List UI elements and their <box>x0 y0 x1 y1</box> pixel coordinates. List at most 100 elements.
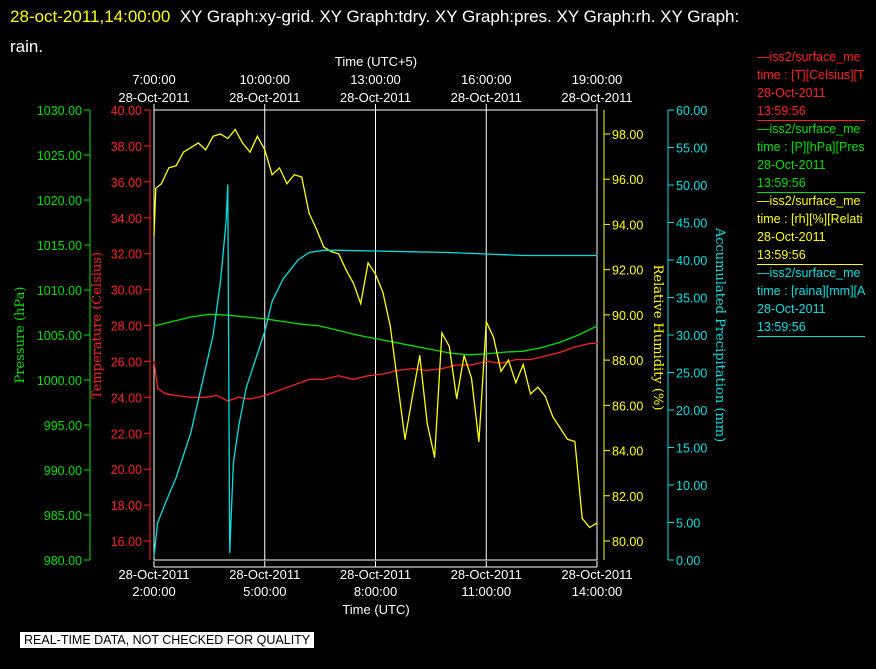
tdry-point <box>293 384 295 386</box>
top-tick-date: 28-Oct-2011 <box>229 90 300 105</box>
pres-point <box>541 347 543 349</box>
pres-point <box>153 325 155 327</box>
tdry-point <box>278 389 281 391</box>
rh-point <box>566 438 569 440</box>
legend-variable: time : [P][hPa][Pres <box>757 140 865 154</box>
bottom-tick-date: 28-Oct-2011 <box>229 567 300 582</box>
rh-point <box>485 321 487 323</box>
rh-point <box>367 262 369 264</box>
rh-point <box>278 167 281 169</box>
tdry-point <box>227 400 229 402</box>
legend-time: 13:59:56 <box>757 246 863 265</box>
tdry-tick-label: 24.00 <box>111 391 142 405</box>
rh-point <box>249 151 251 153</box>
tdry-tick-label: 38.00 <box>111 140 142 154</box>
rain-point <box>175 476 177 479</box>
rain-tick-label: 5.00 <box>676 517 700 531</box>
rh-tick-label: 88.00 <box>612 354 643 368</box>
pres-tick-label: 990.00 <box>44 464 82 478</box>
legend-entry: —iss2/surface_me time : [P][hPa][Pres 28-O… <box>757 120 865 197</box>
rh-point <box>360 302 362 305</box>
tdry-point <box>238 396 240 398</box>
legend-time: 13:59:56 <box>757 102 865 121</box>
pres-point <box>559 341 561 343</box>
top-axis-label: Time (UTC+5) <box>335 54 417 69</box>
rain-point <box>308 251 310 254</box>
title-timestamp: 28-oct-2011,14:00:00 <box>10 7 171 26</box>
rh-point <box>596 522 598 524</box>
legend-series-name: —iss2/surface_me <box>757 194 861 208</box>
rain-point <box>225 221 227 224</box>
pres-tick-label: 1015.00 <box>37 239 82 253</box>
top-tick-time: 16:00:00 <box>461 72 512 87</box>
rain-axis: 0.00 5.00 10.00 15.00 20.00 25.00 30.00 35.00 40… <box>667 104 727 568</box>
rain-tick-label: 35.00 <box>676 292 707 306</box>
rain-point <box>227 184 229 186</box>
rh-point <box>323 246 325 248</box>
rain-point <box>485 253 487 255</box>
tdry-tick-label: 18.00 <box>111 499 142 513</box>
rain-tick-label: 0.00 <box>676 554 700 568</box>
rain-point <box>232 461 234 464</box>
rh-point <box>589 526 591 529</box>
tdry-point <box>190 396 192 398</box>
pres-point <box>430 348 432 350</box>
pres-point <box>208 313 210 315</box>
tdry-point <box>426 369 428 371</box>
tdry-point <box>337 375 340 377</box>
tdry-point <box>367 375 369 377</box>
tdry-point <box>205 396 207 398</box>
rh-tick-label: 80.00 <box>612 535 643 549</box>
legend-variable: time : [rh][%][Relati <box>757 212 863 226</box>
top-tick-time: 19:00:00 <box>572 72 623 87</box>
rh-point <box>374 273 377 275</box>
tdry-point <box>589 342 591 345</box>
rh-point <box>153 235 155 237</box>
rh-point <box>212 135 214 137</box>
pres-point <box>393 341 395 343</box>
rain-point <box>448 251 450 254</box>
pres-tick-label: 985.00 <box>44 509 82 523</box>
vertical-gridlines <box>264 110 487 560</box>
rh-point <box>522 364 524 366</box>
top-tick-date: 28-Oct-2011 <box>561 90 632 105</box>
tdry-axis-label: Temperature (Celsius) <box>90 252 105 399</box>
time-axes: Time (UTC+5) 7:00:00 28-Oct-2011 10:00:00 28… <box>118 54 632 617</box>
pres-tick-label: 1030.00 <box>37 104 82 118</box>
rh-line <box>153 128 598 529</box>
series-legend: —iss2/surface_me time : [T][Celsius][T 28-… <box>757 48 876 348</box>
rh-point <box>301 176 303 178</box>
rh-point <box>544 395 546 397</box>
rain-point <box>522 254 524 257</box>
graph-title: 28-oct-2011,14:00:00 XY Graph:xy-grid. X… <box>10 2 860 62</box>
rain-tick-label: 55.00 <box>676 142 707 156</box>
rh-point <box>271 174 273 176</box>
legend-variable: time : [raina][mm][A <box>757 284 866 298</box>
tdry-series <box>153 342 598 402</box>
tdry-tick-label: 34.00 <box>111 212 142 226</box>
tdry-point <box>216 394 218 397</box>
rh-point <box>227 137 229 140</box>
tdry-point <box>411 368 414 370</box>
top-time-axis: Time (UTC+5) 7:00:00 28-Oct-2011 10:00:00 28… <box>118 54 633 110</box>
rh-point <box>470 377 473 379</box>
pres-tick-label: 1005.00 <box>37 329 82 343</box>
rain-point <box>153 555 155 557</box>
tdry-line <box>153 342 597 402</box>
rain-tick-label: 50.00 <box>676 179 707 193</box>
pres-point <box>301 323 303 325</box>
tdry-point <box>264 394 266 397</box>
legend-series-name: —iss2/surface_me <box>757 266 861 280</box>
rh-point <box>552 416 554 418</box>
pres-point <box>337 329 340 332</box>
legend-variable: time : [T][Celsius][T <box>757 68 865 82</box>
rh-point <box>155 187 157 189</box>
legend-date: 28-Oct-2011 <box>757 86 826 100</box>
legend-series-name: —iss2/surface_me <box>757 50 861 64</box>
pres-point <box>245 316 247 318</box>
rh-point <box>308 212 310 214</box>
rh-point <box>345 269 347 271</box>
bottom-tick-time: 14:00:00 <box>572 584 623 599</box>
pres-point <box>264 318 266 320</box>
rh-tick-label: 94.00 <box>612 218 643 232</box>
